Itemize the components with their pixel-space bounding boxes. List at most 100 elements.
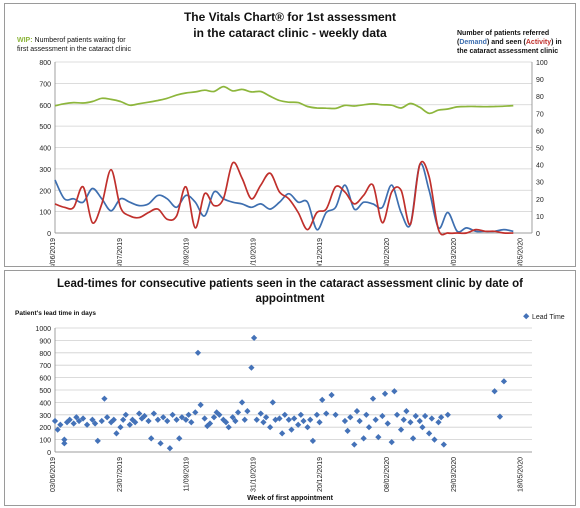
lead-time-point bbox=[421, 412, 429, 420]
x-tick-label: 29/03/2020 bbox=[451, 238, 458, 266]
y-left-tick-label: 200 bbox=[39, 188, 51, 195]
lead-time-point bbox=[54, 426, 61, 433]
right-legend-part: Activity bbox=[526, 39, 551, 46]
lead-time-point bbox=[201, 415, 208, 422]
y-tick-label: 900 bbox=[39, 338, 51, 345]
y-right-tick-label: 50 bbox=[536, 146, 544, 153]
vitals-chart: The Vitals Chart® for 1st assessment in t… bbox=[17, 10, 562, 266]
lead-time-point bbox=[285, 416, 292, 423]
y-right-tick-label: 0 bbox=[536, 231, 540, 238]
lead-time-chart: Lead-times for consecutive patients seen… bbox=[15, 278, 565, 502]
lead-time-point bbox=[332, 411, 339, 418]
legend-marker bbox=[523, 313, 530, 320]
x-tick-label: 31/10/2019 bbox=[250, 457, 257, 492]
lead-time-point bbox=[403, 407, 410, 415]
lead-time-point bbox=[94, 437, 101, 444]
lead-time-point bbox=[407, 419, 414, 426]
x-tick-label: 03/06/2019 bbox=[50, 457, 57, 492]
lead-time-point bbox=[341, 417, 349, 425]
x-axis-label: Week of first appointment bbox=[247, 495, 333, 502]
lead-time-point bbox=[400, 416, 407, 423]
x-tick-label: 18/05/2020 bbox=[518, 457, 525, 492]
x-tick-label: 31/10/2019 bbox=[250, 238, 257, 266]
x-tick-label: 23/07/2019 bbox=[117, 457, 124, 492]
lead-time-point bbox=[70, 420, 77, 427]
y-tick-label: 100 bbox=[39, 438, 51, 445]
y-right-tick-label: 20 bbox=[536, 197, 544, 204]
y-right-tick-label: 30 bbox=[536, 180, 544, 187]
lead-time-point bbox=[279, 430, 286, 437]
wip-legend-text: Numberof patients waiting for bbox=[33, 37, 127, 44]
lead-time-point bbox=[360, 435, 367, 442]
right-legend-part: Demand bbox=[459, 39, 487, 46]
lead-time-point bbox=[412, 412, 419, 420]
lead-time-point bbox=[323, 410, 330, 417]
y-right-tick-label: 100 bbox=[536, 60, 548, 67]
lead-time-point bbox=[309, 437, 316, 444]
lead-time-point bbox=[145, 417, 152, 425]
lead-time-point bbox=[194, 349, 202, 356]
lead-time-point bbox=[500, 378, 508, 385]
lead-time-chart-panel: Lead-times for consecutive patients seen… bbox=[4, 270, 576, 506]
lead-time-point bbox=[225, 424, 232, 431]
lead-time-point bbox=[384, 420, 391, 427]
lead-time-point bbox=[281, 411, 288, 418]
right-legend-part: ) and seen ( bbox=[487, 39, 527, 46]
lead-time-point bbox=[166, 445, 174, 452]
y-left-tick-label: 500 bbox=[39, 124, 51, 131]
y-left-tick-label: 400 bbox=[39, 146, 51, 153]
y-tick-label: 1000 bbox=[35, 326, 51, 333]
lead-time-point bbox=[173, 416, 180, 423]
lead-time-point bbox=[136, 410, 143, 417]
lead-time-point bbox=[381, 390, 389, 397]
lead-time-point bbox=[431, 436, 438, 443]
x-tick-label: 08/02/2020 bbox=[384, 238, 391, 266]
y-left-tick-label: 600 bbox=[39, 103, 51, 110]
lead-time-point bbox=[222, 419, 230, 426]
y-right-tick-label: 60 bbox=[536, 128, 544, 135]
activity-series-line bbox=[54, 160, 514, 236]
lead-time-point bbox=[491, 388, 498, 395]
lead-time-point bbox=[379, 412, 386, 420]
lead-time-point bbox=[416, 417, 423, 425]
y-tick-label: 300 bbox=[39, 413, 51, 420]
lead-time-point bbox=[164, 417, 171, 425]
x-tick-label: 23/07/2019 bbox=[117, 238, 124, 266]
lead-time-point bbox=[297, 411, 304, 418]
lead-time-point bbox=[307, 416, 314, 423]
lead-time-point bbox=[267, 424, 274, 431]
y-right-tick-label: 10 bbox=[536, 214, 544, 221]
lead-time-point bbox=[176, 435, 183, 442]
lead-time-point bbox=[120, 416, 127, 423]
lead-time-point bbox=[391, 388, 398, 395]
lead-time-point bbox=[356, 417, 363, 425]
y-right-tick-label: 40 bbox=[536, 163, 544, 170]
lead-time-point bbox=[328, 391, 335, 399]
lead-time-point bbox=[83, 421, 91, 428]
lead-time-point bbox=[369, 395, 377, 402]
lead-time-point bbox=[409, 435, 417, 442]
chart-title-line: Lead-times for consecutive patients seen… bbox=[57, 278, 523, 290]
lead-time-point bbox=[73, 414, 80, 421]
chart-title-line: in the cataract clinic - weekly data bbox=[193, 26, 387, 40]
lead-time-point bbox=[291, 415, 298, 422]
lead-time-point bbox=[148, 435, 155, 442]
right-legend-part: ) in bbox=[551, 39, 562, 46]
right-legend-line: Number of patients referred bbox=[457, 30, 549, 37]
lead-time-point bbox=[241, 416, 248, 423]
lead-time-point bbox=[353, 407, 361, 415]
lead-time-point bbox=[150, 410, 157, 417]
lead-time-point bbox=[185, 411, 192, 418]
lead-time-point bbox=[313, 411, 320, 418]
lead-time-point bbox=[316, 419, 323, 426]
lead-time-point bbox=[188, 419, 195, 426]
lead-time-point bbox=[300, 417, 307, 425]
lead-time-point bbox=[351, 441, 358, 448]
legend-label: Lead Time bbox=[532, 314, 565, 321]
lead-time-point bbox=[117, 424, 124, 431]
lead-time-point bbox=[260, 419, 267, 426]
lead-time-point bbox=[344, 427, 351, 435]
lead-time-point bbox=[210, 414, 218, 421]
lead-time-point bbox=[98, 417, 105, 425]
y-left-tick-label: 700 bbox=[39, 81, 51, 88]
